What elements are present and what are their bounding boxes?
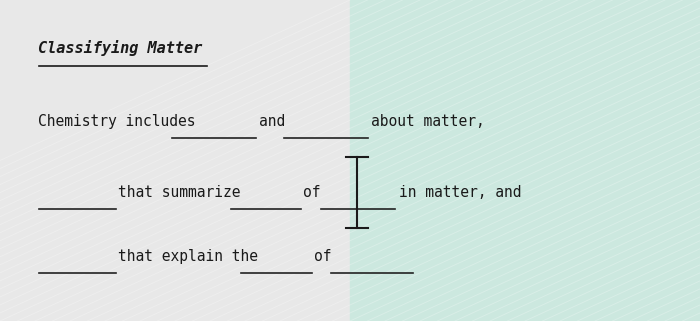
Text: Classifying Matter: Classifying Matter (38, 40, 203, 56)
Text: of: of (314, 249, 331, 264)
Bar (0, 0, 350, 321)
Text: that explain the: that explain the (118, 249, 258, 264)
Text: about matter,: about matter, (371, 115, 484, 129)
Text: Chemistry includes: Chemistry includes (38, 115, 196, 129)
Bar (350, 0, 700, 321)
Text: of: of (303, 185, 321, 200)
Text: in matter, and: in matter, and (399, 185, 522, 200)
Text: and: and (259, 115, 286, 129)
Text: that summarize: that summarize (118, 185, 240, 200)
